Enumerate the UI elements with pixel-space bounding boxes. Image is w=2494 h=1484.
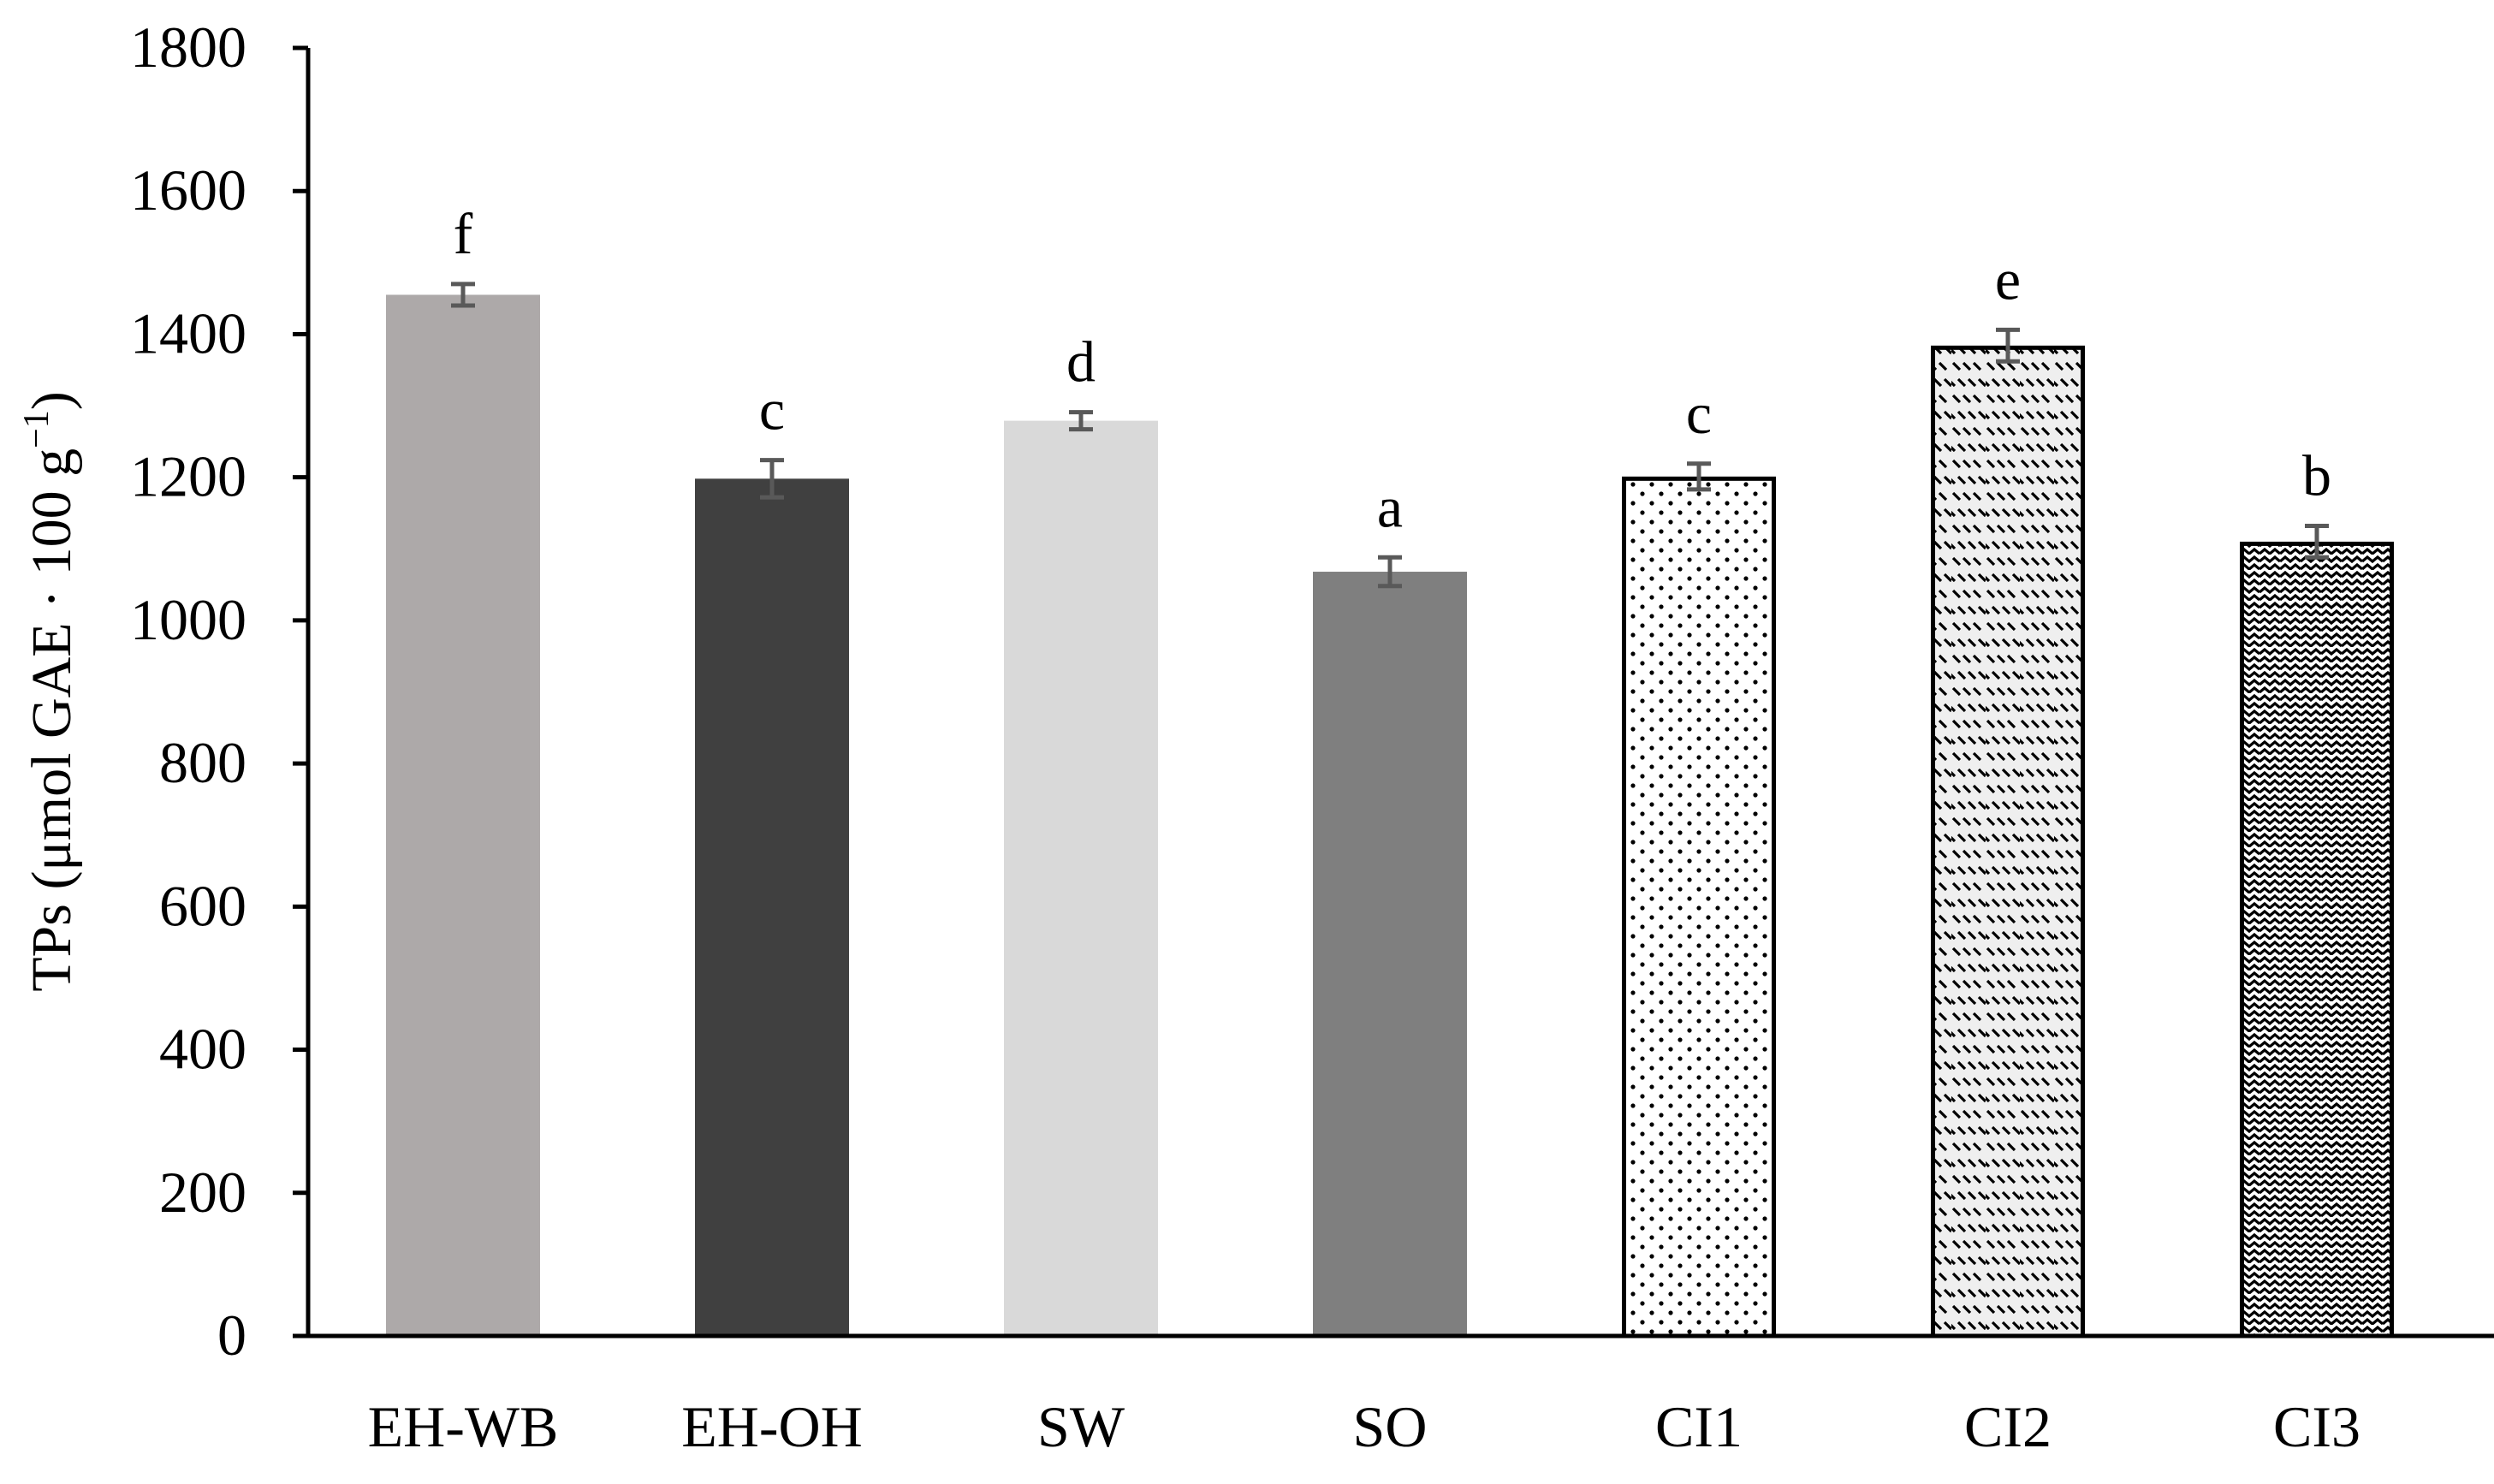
bar-ci1: [1622, 476, 1776, 1339]
significance-label-ci1: c: [1686, 381, 1712, 446]
y-tick-label: 0: [217, 1303, 246, 1368]
y-tick-label: 1200: [130, 444, 246, 509]
significance-label-ci3: b: [2302, 443, 2331, 508]
significance-label-eh-oh: c: [759, 377, 785, 442]
bar-ci2: [1931, 345, 2085, 1339]
y-tick-label: 600: [159, 873, 246, 938]
y-tick-label: 200: [159, 1160, 246, 1225]
y-tick-label: 1000: [130, 587, 246, 652]
error-bars: [451, 282, 2329, 589]
y-tick-label: 1800: [130, 15, 246, 80]
y-axis-title: TPs (μmol GAE · 100 g−1): [17, 391, 83, 992]
y-axis-title-close: ): [21, 391, 83, 410]
significance-label-sw: d: [1066, 329, 1096, 395]
significance-label-so: a: [1377, 474, 1403, 539]
x-category-label-eh-wb: EH-WB: [368, 1394, 559, 1459]
bar-ci3: [2240, 541, 2394, 1339]
x-category-label-sw: SW: [1037, 1394, 1125, 1459]
y-tick-label: 1400: [130, 300, 246, 365]
x-category-label-ci2: CI2: [1964, 1394, 2052, 1459]
bar-eh-wb: [386, 294, 540, 1336]
x-category-label-eh-oh: EH-OH: [681, 1394, 863, 1459]
y-axis-title-main: TPs (μmol GAE · 100 g: [21, 448, 83, 992]
y-axis-ticks: 0 200 400 600 800 1000 1200 1400 1600 1800: [130, 15, 308, 1368]
x-category-label-so: SO: [1353, 1394, 1428, 1459]
significance-labels: f c d a c e b: [454, 201, 2331, 539]
significance-label-ci2: e: [1995, 246, 2021, 312]
bar-so: [1313, 572, 1467, 1336]
y-tick-label: 1600: [130, 157, 246, 223]
bar-eh-oh: [695, 478, 849, 1336]
bars: [386, 294, 2394, 1339]
x-axis-category-labels: EH-WB EH-OH SW SO CI1 CI2 CI3: [368, 1394, 2360, 1459]
x-category-label-ci3: CI3: [2273, 1394, 2360, 1459]
significance-label-eh-wb: f: [454, 201, 473, 266]
x-category-label-ci1: CI1: [1655, 1394, 1743, 1459]
bar-sw: [1004, 420, 1158, 1336]
y-axis-title-superscript: −1: [17, 410, 56, 448]
y-tick-label: 800: [159, 730, 246, 795]
y-tick-label: 400: [159, 1017, 246, 1082]
